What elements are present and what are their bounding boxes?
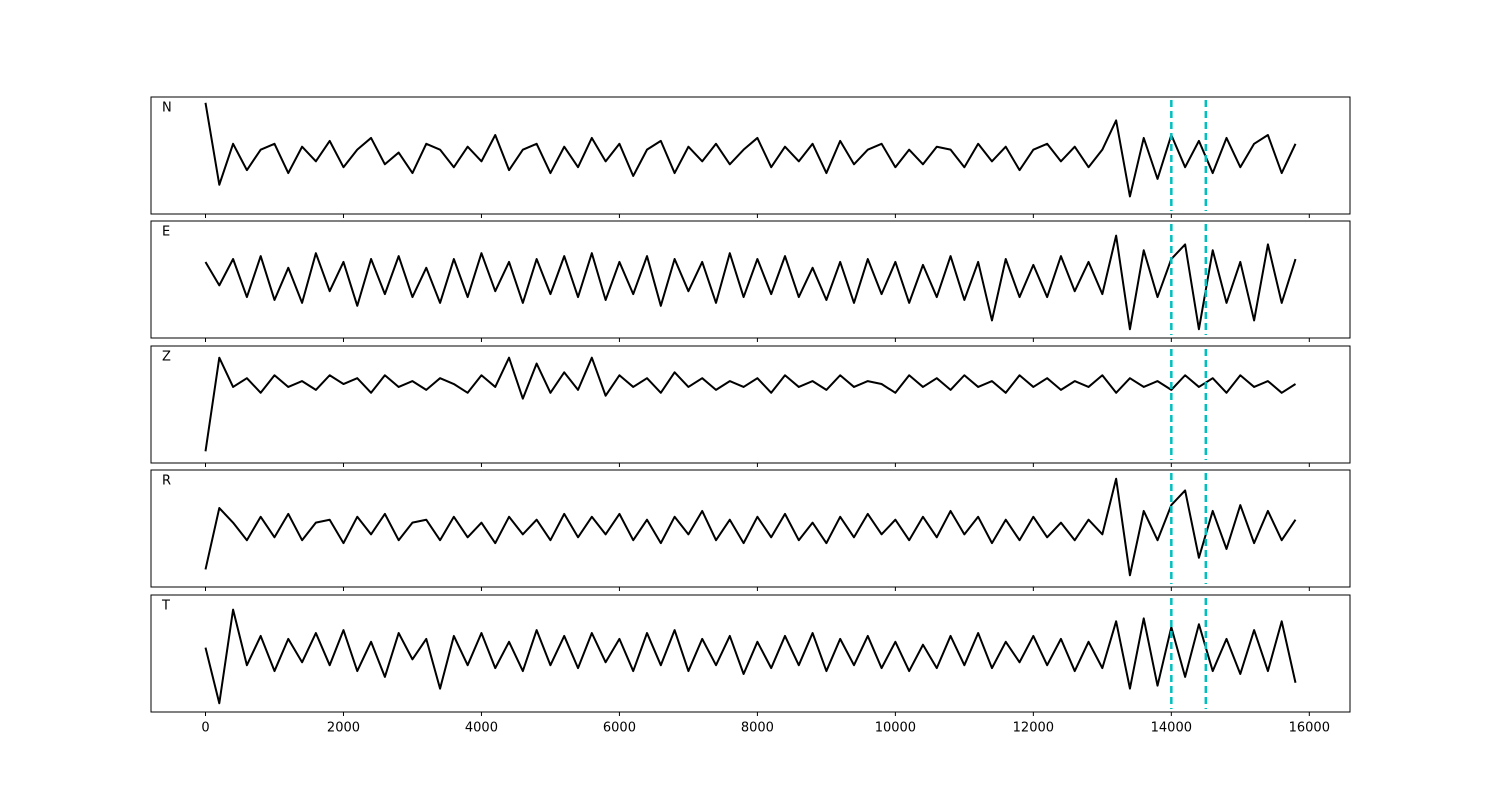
x-tick-label: 6000 [603,721,636,736]
trace-line [204,477,1297,577]
x-tick-label: 14000 [1151,721,1192,736]
panel-frame [150,345,1351,464]
channel-label: N [162,101,172,116]
x-tick-label: 2000 [327,721,360,736]
trace-line [204,102,1297,198]
channel-label: T [161,599,170,614]
x-tick-label: 4000 [465,721,498,736]
channel-label: E [162,225,170,240]
channel-label: Z [162,350,171,365]
x-tick-label: 8000 [741,721,774,736]
x-tick-label: 16000 [1289,721,1330,736]
x-tick-label: 0 [201,721,209,736]
x-tick-label: 10000 [875,721,916,736]
trace-line [204,234,1297,331]
channel-label: R [162,474,171,489]
x-tick-label: 12000 [1013,721,1054,736]
trace-line [204,356,1297,452]
trace-line [204,608,1297,705]
